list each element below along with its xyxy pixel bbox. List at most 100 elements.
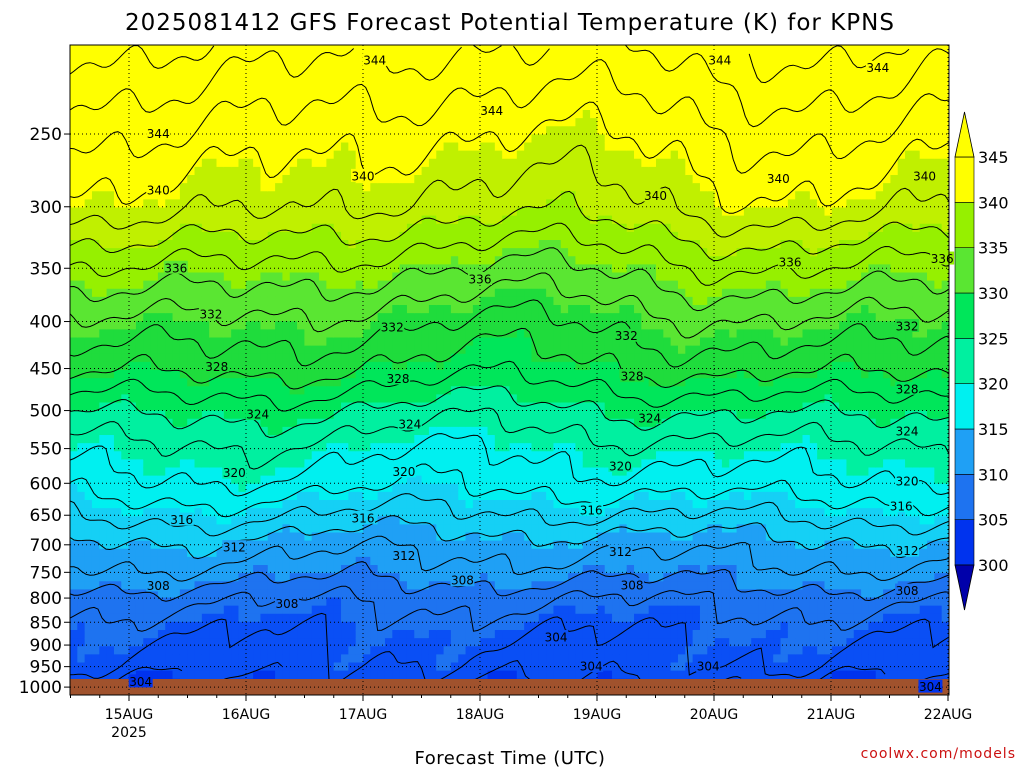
contour-cell bbox=[106, 402, 115, 412]
contour-cell bbox=[472, 426, 481, 436]
contour-cell bbox=[311, 524, 320, 534]
contour-cell bbox=[121, 573, 130, 582]
contour-cell bbox=[450, 248, 459, 257]
contour-cell bbox=[509, 621, 518, 631]
contour-cell bbox=[172, 296, 181, 306]
contour-cell bbox=[516, 402, 525, 412]
contour-cell bbox=[143, 337, 152, 347]
contour-cell bbox=[128, 556, 137, 566]
contour-cell bbox=[238, 654, 247, 664]
contour-cell bbox=[275, 613, 284, 623]
contour-cell bbox=[326, 69, 335, 79]
contour-cell bbox=[113, 662, 122, 672]
contour-cell bbox=[260, 158, 269, 168]
contour-cell bbox=[267, 475, 276, 485]
contour-cell bbox=[472, 605, 481, 615]
contour-cell bbox=[216, 638, 225, 647]
contour-cell bbox=[392, 61, 401, 70]
contour-cell bbox=[465, 532, 474, 542]
contour-cell bbox=[428, 491, 437, 501]
contour-cell bbox=[502, 467, 511, 477]
contour-cell bbox=[223, 313, 232, 322]
contour-cell bbox=[494, 475, 503, 485]
contour-cell bbox=[370, 370, 379, 379]
contour-cell bbox=[91, 573, 100, 582]
contour-cell bbox=[91, 361, 100, 371]
contour-cell bbox=[326, 516, 335, 525]
contour-cell bbox=[201, 532, 210, 542]
contour-cell bbox=[341, 589, 349, 599]
contour-cell bbox=[106, 353, 115, 363]
contour-cell bbox=[106, 166, 115, 176]
contour-cell bbox=[494, 386, 503, 395]
contour-cell bbox=[487, 150, 496, 160]
contour-cell bbox=[487, 231, 496, 241]
contour-cell bbox=[70, 329, 78, 339]
contour-cell bbox=[414, 435, 423, 444]
contour-cell bbox=[77, 272, 86, 282]
contour-cell bbox=[333, 597, 342, 607]
contour-cell bbox=[194, 410, 203, 420]
contour-cell bbox=[465, 313, 474, 322]
contour-cell bbox=[384, 573, 393, 582]
contour-cell bbox=[509, 548, 518, 558]
contour-cell bbox=[480, 207, 489, 217]
contour-cell bbox=[348, 548, 357, 558]
contour-cell bbox=[238, 508, 247, 517]
contour-cell bbox=[275, 142, 284, 152]
contour-cell bbox=[150, 532, 159, 542]
contour-cell bbox=[480, 662, 489, 672]
contour-cell bbox=[77, 77, 86, 87]
contour-cell bbox=[384, 630, 393, 639]
contour-cell bbox=[348, 231, 357, 241]
contour-cell bbox=[363, 565, 371, 574]
contour-cell bbox=[516, 45, 525, 54]
contour-cell bbox=[465, 418, 474, 428]
contour-cell bbox=[487, 589, 496, 599]
contour-cell bbox=[341, 605, 349, 615]
contour-cell bbox=[113, 45, 122, 54]
contour-cell bbox=[77, 199, 86, 209]
contour-cell bbox=[363, 256, 371, 265]
contour-cell bbox=[231, 53, 240, 62]
contour-cell bbox=[333, 280, 342, 290]
contour-cell bbox=[480, 126, 489, 135]
contour-cell bbox=[341, 418, 349, 428]
contour-cell bbox=[355, 110, 364, 119]
contour-cell bbox=[157, 418, 166, 428]
contour-cell bbox=[524, 134, 533, 144]
contour-cell bbox=[458, 345, 467, 355]
contour-cell bbox=[355, 337, 364, 347]
contour-cell bbox=[392, 646, 401, 655]
contour-cell bbox=[370, 231, 379, 241]
contour-cell bbox=[245, 459, 254, 469]
contour-cell bbox=[443, 540, 452, 550]
contour-cell bbox=[333, 61, 342, 70]
contour-cell bbox=[399, 353, 408, 363]
contour-cell bbox=[267, 126, 276, 135]
contour-cell bbox=[231, 248, 240, 257]
contour-cell bbox=[480, 118, 489, 127]
contour-cell bbox=[363, 613, 371, 623]
contour-cell bbox=[341, 231, 349, 241]
contour-cell bbox=[106, 118, 115, 127]
contour-cell bbox=[201, 353, 210, 363]
contour-cell bbox=[494, 435, 503, 444]
contour-cell bbox=[70, 110, 78, 119]
contour-cell bbox=[297, 158, 305, 168]
contour-cell bbox=[377, 126, 386, 135]
contour-cell bbox=[260, 581, 269, 590]
contour-cell bbox=[450, 142, 459, 152]
contour-cell bbox=[231, 199, 240, 209]
contour-cell bbox=[260, 183, 269, 192]
contour-cell bbox=[223, 500, 232, 509]
contour-cell bbox=[179, 118, 188, 127]
contour-cell bbox=[223, 77, 232, 87]
contour-cell bbox=[421, 61, 430, 70]
contour-cell bbox=[231, 646, 240, 655]
contour-cell bbox=[428, 150, 437, 160]
contour-cell bbox=[406, 207, 415, 217]
contour-cell bbox=[275, 573, 284, 582]
contour-cell bbox=[84, 410, 93, 420]
contour-cell bbox=[370, 93, 379, 103]
